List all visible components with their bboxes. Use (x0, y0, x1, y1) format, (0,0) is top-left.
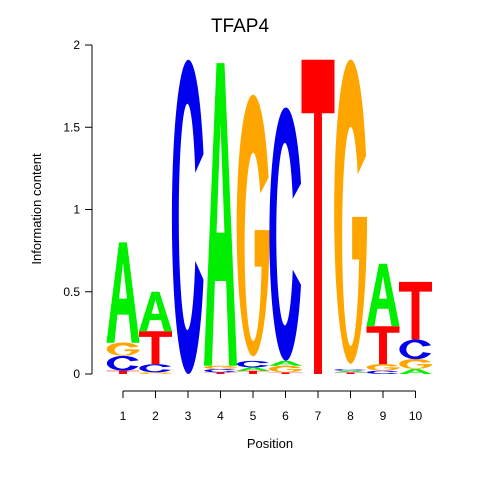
x-tick-label: 9 (380, 409, 387, 423)
x-tick-label: 6 (282, 409, 289, 423)
x-axis: 1 2 3 4 5 6 7 8 9 10 (120, 391, 423, 423)
logo-letter-g (139, 372, 172, 374)
logo-letter-c (237, 361, 269, 368)
logo-letter-t (334, 372, 367, 374)
logo-letter-a (204, 63, 237, 366)
logo-letters (107, 59, 433, 374)
logo-letter-a (107, 242, 140, 342)
x-tick-label: 5 (250, 409, 257, 423)
logo-letter-t (107, 371, 140, 374)
logo-letter-t (399, 282, 432, 340)
logo-letter-t (367, 326, 400, 364)
logo-letter-g (334, 59, 367, 363)
y-tick-label: 0.5 (63, 285, 80, 299)
logo-letter-c (269, 108, 301, 361)
x-axis-label: Position (247, 436, 293, 451)
logo-letter-c (367, 371, 399, 374)
logo-letter-c (334, 369, 366, 371)
logo-letter-a (367, 264, 400, 327)
logo-letter-g (204, 366, 237, 369)
logo-letter-g (367, 364, 400, 371)
logo-letter-t (139, 331, 172, 364)
logo-letter-t (237, 371, 270, 374)
logo-letter-a (237, 367, 270, 370)
logo-letter-a (399, 369, 432, 374)
logo-letter-c (399, 339, 431, 359)
logo-letter-t (269, 372, 302, 374)
logo-letter-g (107, 343, 140, 356)
x-tick-label: 10 (409, 409, 423, 423)
logo-letter-c (204, 369, 236, 372)
x-tick-label: 7 (315, 409, 322, 423)
x-tick-label: 1 (120, 409, 127, 423)
x-tick-label: 8 (347, 409, 354, 423)
y-tick-label: 1 (73, 203, 80, 217)
y-axis: 0 0.5 1 1.5 2 (63, 38, 92, 381)
y-tick-label: 2 (73, 38, 80, 52)
logo-letter-t (204, 372, 237, 374)
logo-letter-g (399, 359, 432, 369)
chart-title: TFAP4 (211, 16, 270, 37)
logo-letter-c (139, 364, 171, 372)
logo-letter-c (172, 60, 204, 374)
logo-letter-a (269, 361, 302, 366)
x-tick-label: 4 (217, 409, 224, 423)
logo-letter-g (237, 95, 270, 357)
x-tick-label: 3 (185, 409, 192, 423)
logo-letter-c (107, 356, 139, 371)
y-tick-label: 0 (73, 367, 80, 381)
x-tick-label: 2 (152, 409, 159, 423)
y-tick-label: 1.5 (63, 120, 80, 134)
y-axis-label: Information content (29, 153, 44, 265)
logo-letter-a (334, 371, 367, 373)
logo-letter-g (269, 366, 302, 373)
logo-letter-a (139, 292, 172, 331)
logo-letter-t (302, 60, 335, 374)
